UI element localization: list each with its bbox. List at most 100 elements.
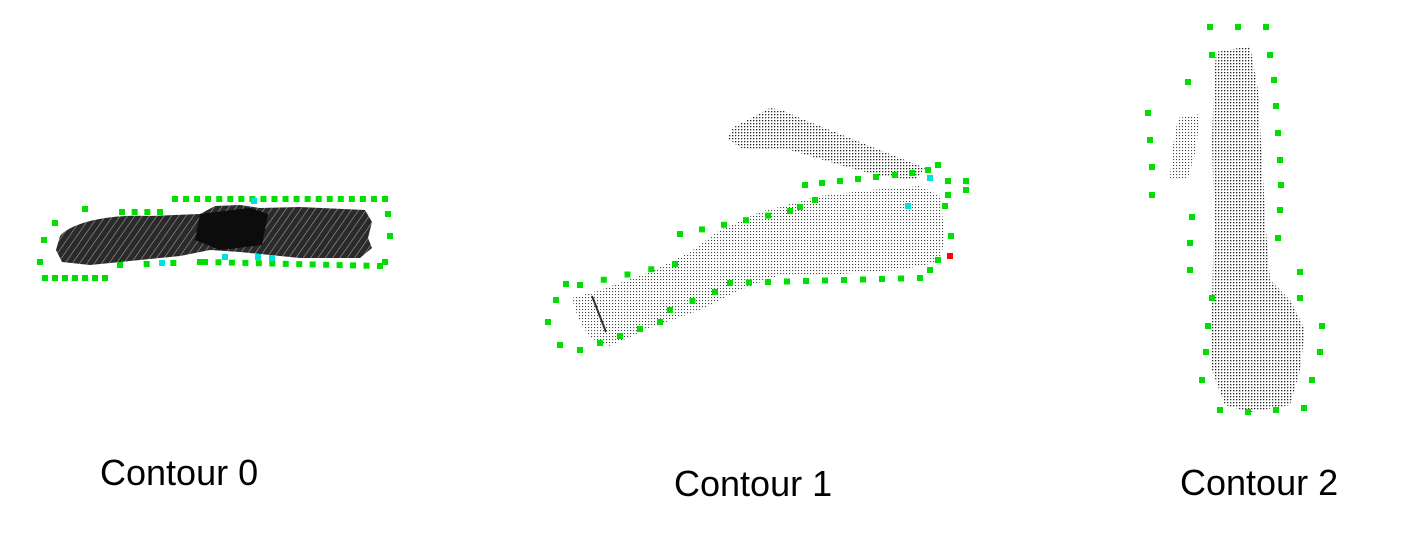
contour-point-marker [1205,323,1211,329]
contour-point-marker [945,192,951,198]
contour-point-marker [1187,240,1193,246]
contour-point-marker [194,196,201,202]
contour-point-marker [282,196,289,202]
point-cloud-0-core [195,208,268,250]
contour-point-marker [873,174,879,180]
contour-point-marker [727,280,733,286]
highlight-point-marker [905,203,911,209]
contour-point-marker [1149,192,1155,198]
contour-point-marker [1235,24,1241,30]
contour-point-marker [157,209,163,215]
contour-point-marker [350,262,357,269]
contour-points-2 [1145,24,1325,415]
contour-point-marker [1187,267,1193,273]
contour-point-marker [672,261,678,267]
contour-point-marker [765,279,771,285]
contour-point-marker [1297,295,1303,301]
contour-point-marker [746,279,752,286]
contour-point-marker [337,196,344,202]
contour-point-marker [787,208,793,214]
contour-point-marker [1275,235,1281,241]
contour-point-marker [216,196,223,202]
contour-point-marker [260,196,267,202]
contour-point-marker [172,196,178,202]
contour-point-marker [183,196,190,202]
contour-point-marker [82,275,88,281]
point-cloud-1-lower [572,186,945,346]
contour-point-marker [892,172,898,178]
contour-point-marker [385,211,391,217]
panel-contour-1 [545,108,969,353]
contour-point-marker [1207,24,1213,30]
contour-point-marker [348,196,355,202]
contour-point-marker [62,275,68,281]
contour-point-marker [617,333,623,339]
contour-point-marker [271,196,278,202]
panel-contour-0 [37,196,393,281]
contour-point-marker [1317,349,1323,355]
contour-point-marker [238,196,245,202]
contour-point-marker [1189,214,1195,220]
contour-point-marker [624,271,631,278]
contour-point-marker [600,276,607,283]
highlight-point-marker [159,260,165,266]
contour-point-marker [293,196,300,202]
contour-point-marker [963,187,969,193]
contour-point-marker [1309,377,1315,383]
contour-point-marker [72,275,78,281]
contour-point-marker [326,196,333,202]
contour-point-marker [170,260,177,266]
contour-point-marker [37,259,43,265]
contour-point-marker [917,275,923,281]
point-cloud-1-edge [591,295,607,333]
contour-point-marker [935,257,941,263]
contour-point-marker [377,263,383,269]
contour-point-marker [315,196,322,202]
contour-point-marker [927,267,933,273]
contour-point-marker [1277,157,1283,163]
contour-point-marker [945,178,951,184]
contour-point-marker [1271,77,1277,83]
contour-point-marker [657,319,663,325]
contour-point-marker [119,209,125,215]
caption-contour-2: Contour 2 [1180,462,1339,503]
contour-point-marker [563,281,569,287]
contour-point-marker [82,206,88,212]
contour-point-marker [92,275,98,281]
contour-point-marker [802,182,808,188]
contour-point-marker [228,259,235,266]
contour-point-marker [1273,103,1279,109]
contour-point-marker [143,261,150,267]
contour-point-marker [948,233,954,239]
contour-point-marker [242,259,249,266]
caption-contour-1: Contour 1 [674,463,833,504]
contour-point-marker [784,278,790,285]
contour-point-marker [935,162,941,168]
contour-point-marker [117,262,123,268]
contour-point-marker [667,307,673,313]
contour-point-marker [1267,52,1273,58]
contour-point-marker [879,276,885,282]
contour-point-marker [1319,323,1325,329]
highlight-point-marker [927,175,933,181]
contour-point-marker [309,261,316,268]
contour-point-marker [1278,182,1284,188]
contour-point-marker [1199,377,1205,383]
contour-point-marker [1301,405,1307,411]
highlight-point-marker [269,255,275,261]
point-cloud-2-fragment [1170,114,1200,180]
contour-point-marker [102,275,108,281]
contour-point-marker [205,196,212,202]
contour-point-marker [803,278,809,284]
contour-point-marker [359,196,366,202]
contour-points-0 [37,196,393,281]
contour-point-marker [637,326,643,332]
contour-point-marker [1273,407,1279,413]
contour-point-marker [909,170,915,176]
contour-point-marker [597,340,603,346]
contour-point-marker [1209,295,1215,301]
contour-point-marker [336,262,343,269]
contour-point-marker [1277,207,1283,213]
contour-point-marker [812,197,818,203]
